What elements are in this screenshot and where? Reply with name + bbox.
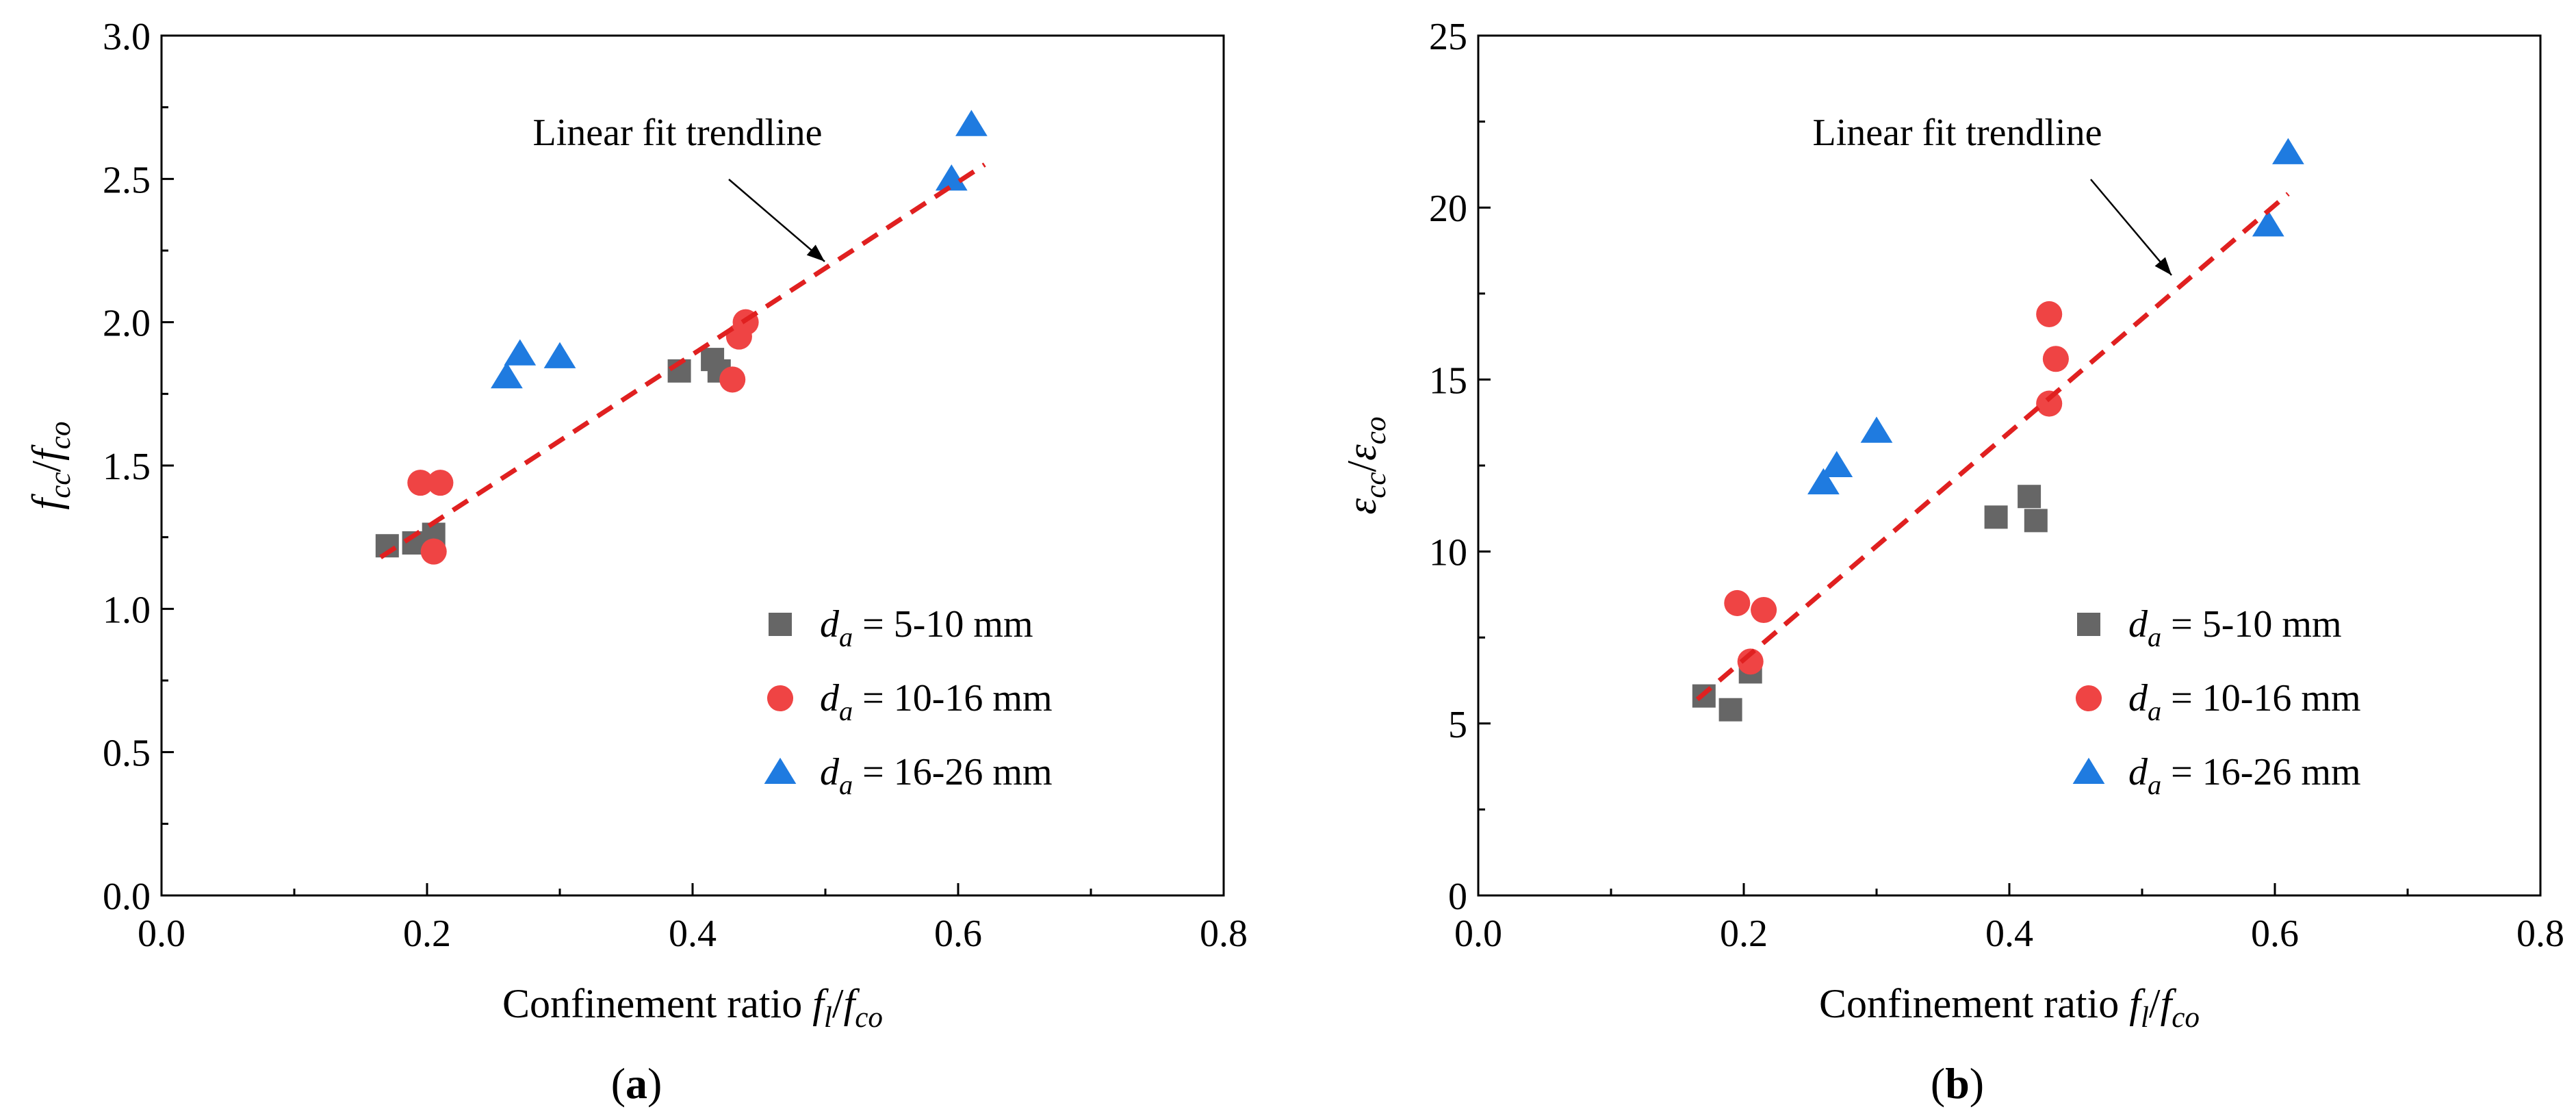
chart-panel-b: 0.0 0.2 0.4 0.6 0.8 0 5 10 15 20 25 Linear fit tren… xyxy=(1339,16,2564,1108)
legend-label: da = 16-26 mm xyxy=(2128,751,2361,800)
legend-marker-triangle xyxy=(2072,757,2105,784)
annotation-arrow-line xyxy=(728,179,825,262)
legend-label: da = 16-26 mm xyxy=(820,751,1053,800)
y-tick-label: 3.0 xyxy=(103,16,151,58)
data-point-square xyxy=(2024,509,2048,533)
data-point-triangle xyxy=(955,110,988,136)
data-point-triangle xyxy=(1860,416,1893,443)
legend-marker-circle xyxy=(2075,685,2102,712)
y-tick-label: 10 xyxy=(1429,532,1467,574)
y-tick-label: 25 xyxy=(1429,16,1467,58)
x-tick-label: 0.6 xyxy=(934,913,982,955)
data-point-circle xyxy=(427,470,454,496)
y-tick-label: 15 xyxy=(1429,359,1467,402)
legend-label: da = 10-16 mm xyxy=(820,677,1053,726)
trendline-annotation: Linear fit trendline xyxy=(1813,112,2102,154)
data-point-circle xyxy=(2036,301,2063,327)
y-tick-label: 2.0 xyxy=(103,303,151,345)
data-point-circle xyxy=(1724,589,1751,617)
y-axis-label: fcc/fco xyxy=(24,421,77,509)
x-axis-label: Confinement ratio fl/fco xyxy=(1819,981,2200,1034)
data-point-triangle xyxy=(491,361,523,389)
data-point-triangle xyxy=(2272,138,2304,164)
data-point-triangle xyxy=(935,164,968,191)
data-point-square xyxy=(2018,485,2042,509)
data-point-triangle xyxy=(543,342,576,368)
data-point-circle xyxy=(420,538,447,565)
y-tick-label: 0 xyxy=(1448,876,1467,918)
x-tick-label: 0.2 xyxy=(403,913,451,955)
x-tick-label: 0.8 xyxy=(1200,913,1248,955)
legend-label: da = 5-10 mm xyxy=(820,603,1033,652)
panel-label: (a) xyxy=(611,1059,662,1108)
trendline xyxy=(1695,192,2290,702)
data-point-square xyxy=(1984,505,2008,529)
x-tick-label: 0.0 xyxy=(1454,913,1502,955)
annotation-arrow-head xyxy=(2154,257,2172,275)
x-tick-label: 0.4 xyxy=(1985,913,2033,955)
y-tick-label: 2.5 xyxy=(103,159,151,201)
data-point-circle xyxy=(2042,346,2069,372)
annotation-arrow-line xyxy=(2090,179,2172,276)
y-tick-label: 1.0 xyxy=(103,589,151,631)
y-tick-label: 1.5 xyxy=(103,446,151,488)
legend-marker-circle xyxy=(767,685,794,712)
data-point-circle xyxy=(407,470,434,496)
data-point-triangle xyxy=(1807,468,1840,495)
annotation-arrow-head xyxy=(806,244,825,262)
x-axis-label: Confinement ratio fl/fco xyxy=(502,981,883,1034)
legend-label: da = 10-16 mm xyxy=(2128,677,2361,726)
plot-frame xyxy=(1477,34,2542,897)
data-point-circle xyxy=(719,366,746,393)
plot-frame xyxy=(160,34,1225,897)
legend-marker-square xyxy=(769,613,792,636)
data-point-triangle xyxy=(2252,210,2284,237)
data-point-circle xyxy=(2036,390,2063,417)
legend-label: da = 5-10 mm xyxy=(2128,603,2342,652)
x-tick-label: 0.4 xyxy=(669,913,717,955)
trendline xyxy=(379,162,986,559)
data-point-circle xyxy=(1751,596,1777,624)
x-tick-label: 0.2 xyxy=(1720,913,1768,955)
data-point-circle xyxy=(1737,648,1764,675)
panel-label: (b) xyxy=(1931,1059,1984,1108)
y-tick-label: 5 xyxy=(1448,704,1467,746)
y-tick-label: 20 xyxy=(1429,188,1467,230)
legend-marker-square xyxy=(2077,613,2100,636)
y-tick-label: 0.5 xyxy=(103,733,151,775)
chart-panel-a: 0.0 0.2 0.4 0.6 0.8 0.0 0.5 1.0 1.5 2.0 2.5 3.0 Line… xyxy=(24,16,1248,1108)
data-point-triangle xyxy=(1820,450,1853,477)
x-tick-label: 0.6 xyxy=(2251,913,2299,955)
x-tick-label: 0.0 xyxy=(138,913,185,955)
trendline-annotation: Linear fit trendline xyxy=(533,112,823,154)
legend-marker-triangle xyxy=(764,757,797,784)
y-axis-label: εcc/εco xyxy=(1339,416,1392,514)
y-tick-label: 0.0 xyxy=(103,876,151,918)
data-point-triangle xyxy=(504,339,537,366)
x-tick-label: 0.8 xyxy=(2516,913,2564,955)
data-point-square xyxy=(1718,698,1742,722)
